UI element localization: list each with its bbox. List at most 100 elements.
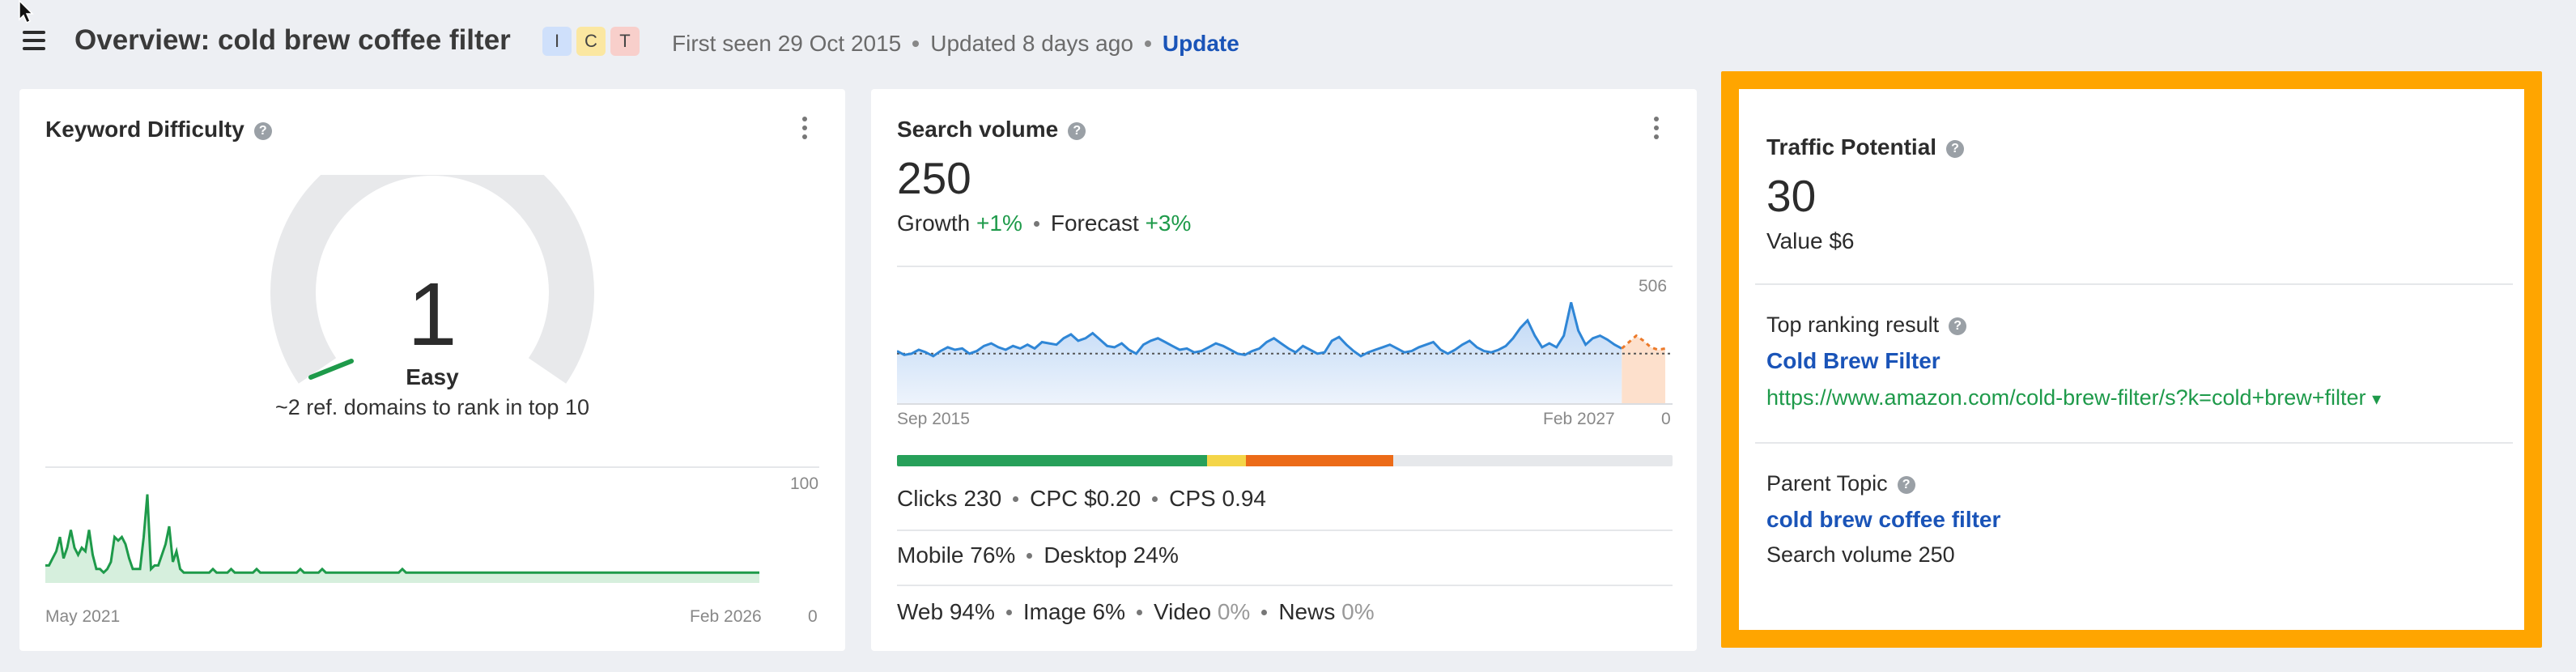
separator-dot [1144, 40, 1151, 47]
kd-history-chart [45, 494, 759, 583]
sv-forecast-area [1622, 335, 1666, 405]
growth-label: Growth [897, 211, 971, 236]
forecast-label: Forecast [1050, 211, 1139, 236]
search-volume-value: 250 [897, 153, 971, 203]
bar-segment-no-clicks [1393, 455, 1673, 466]
cps-text: CPS 0.94 [1169, 486, 1266, 511]
help-icon[interactable]: ? [1949, 317, 1967, 335]
parent-topic-volume: Search volume 250 [1766, 542, 1955, 567]
parent-topic-label: Parent Topic [1766, 471, 1888, 495]
clicks-row: Clicks 230 CPC $0.20 CPS 0.94 [897, 486, 1266, 512]
kebab-menu-icon[interactable] [1651, 117, 1661, 144]
separator-dot [1033, 221, 1039, 227]
separator-dot [1027, 553, 1033, 559]
first-seen-text: First seen 29 Oct 2015 [672, 31, 902, 56]
top-ranking-url-row[interactable]: https://www.amazon.com/cold-brew-filter/… [1766, 385, 2381, 410]
desktop-text: Desktop 24% [1044, 542, 1179, 568]
divider [45, 466, 819, 468]
top-ranking-label: Top ranking result [1766, 313, 1940, 337]
hamburger-menu-icon[interactable] [23, 31, 45, 50]
bar-segment-paid [1246, 455, 1394, 466]
card-title: Traffic Potential? [1766, 134, 1965, 160]
separator-dot [1136, 610, 1142, 615]
kd-line [45, 494, 759, 575]
intent-badge-commercial[interactable]: C [576, 27, 606, 56]
video-label: Video [1153, 599, 1212, 624]
caret-down-icon[interactable]: ▾ [2372, 389, 2382, 409]
clicks-text: Clicks 230 [897, 486, 1002, 511]
gauge-indicator [308, 359, 354, 380]
image-text: Image 6% [1022, 599, 1125, 624]
divider [897, 585, 1673, 586]
news-value: 0% [1341, 599, 1375, 624]
kd-area [45, 494, 759, 583]
divider [1755, 442, 2513, 444]
sv-chart-x-start: Sep 2015 [897, 410, 970, 428]
top-ranking-url-link[interactable]: https://www.amazon.com/cold-brew-filter/… [1766, 385, 2366, 410]
growth-forecast-row: Growth +1% Forecast +3% [897, 211, 1191, 236]
divider [897, 530, 1673, 531]
help-icon[interactable]: ? [253, 122, 272, 140]
intent-badges: I C T [542, 27, 640, 56]
kd-label: Easy [406, 364, 459, 389]
keyword-difficulty-card: Keyword Difficulty? 1 Easy ~2 ref. domai… [19, 89, 845, 651]
help-icon[interactable]: ? [1068, 122, 1086, 140]
mouse-cursor-icon [19, 0, 34, 24]
tp-title: Traffic Potential [1766, 134, 1937, 159]
traffic-potential-card: Traffic Potential? 30 Value $6 Top ranki… [1721, 71, 2542, 648]
mobile-text: Mobile 76% [897, 542, 1016, 568]
parent-topic-link[interactable]: cold brew coffee filter [1766, 507, 2001, 532]
keyword-meta: First seen 29 Oct 2015 Updated 8 days ago… [672, 31, 1239, 57]
kebab-menu-icon[interactable] [800, 117, 810, 144]
video-value: 0% [1217, 599, 1251, 624]
top-ranking-label-row: Top ranking result? [1766, 313, 1967, 338]
help-icon[interactable]: ? [1946, 140, 1965, 158]
card-title: Search volume? [897, 117, 1086, 142]
parent-topic-label-row: Parent Topic? [1766, 471, 1915, 496]
separator-dot [1152, 496, 1158, 502]
card-title: Keyword Difficulty? [45, 117, 272, 142]
separator-dot [1261, 610, 1268, 615]
kd-score: 1 [407, 265, 457, 364]
news-label: News [1278, 599, 1336, 624]
sv-title: Search volume [897, 117, 1059, 142]
traffic-value-text: Value $6 [1766, 228, 1855, 253]
separator-dot [912, 40, 920, 47]
update-link[interactable]: Update [1162, 31, 1239, 56]
updated-text: Updated 8 days ago [930, 31, 1133, 56]
web-text: Web 94% [897, 599, 995, 624]
bar-segment-organic [897, 455, 1208, 466]
sv-forecast-line [1621, 334, 1666, 351]
device-row: Mobile 76% Desktop 24% [897, 542, 1179, 568]
sv-history-area [897, 302, 1622, 405]
help-icon[interactable]: ? [1897, 476, 1915, 494]
search-volume-chart [897, 302, 1673, 405]
sv-chart-y-min: 0 [1661, 410, 1671, 428]
difficulty-gauge [270, 175, 594, 384]
search-volume-card: Search volume? 250 Growth +1% Forecast +3… [871, 89, 1697, 651]
page-header: Overview: cold brew coffee filter I C T … [0, 0, 2576, 89]
cpc-text: CPC $0.20 [1030, 486, 1141, 511]
kd-chart-x-start: May 2021 [45, 607, 121, 626]
divider [1755, 283, 2513, 285]
clicks-distribution-bar [897, 455, 1673, 466]
top-ranking-title-link[interactable]: Cold Brew Filter [1766, 348, 1941, 373]
page-title: Overview: cold brew coffee filter [74, 24, 511, 56]
separator-dot [1013, 496, 1019, 502]
intent-badge-informational[interactable]: I [542, 27, 572, 56]
kd-subtitle: ~2 ref. domains to rank in top 10 [275, 395, 589, 419]
kd-chart-y-min: 0 [808, 607, 818, 626]
growth-value: +1% [976, 211, 1022, 236]
divider [897, 266, 1673, 267]
traffic-potential-value: 30 [1766, 171, 1817, 221]
serp-type-row: Web 94% Image 6% Video 0% News 0% [897, 599, 1375, 625]
separator-dot [1005, 610, 1012, 615]
forecast-value: +3% [1145, 211, 1192, 236]
sv-history-line [897, 302, 1623, 358]
kd-chart-y-max: 100 [790, 474, 819, 493]
intent-badge-transactional[interactable]: T [610, 27, 640, 56]
kd-title: Keyword Difficulty [45, 117, 244, 142]
sv-chart-y-max: 506 [1639, 277, 1668, 296]
sv-chart-x-end: Feb 2027 [1543, 410, 1615, 428]
bar-segment-mixed [1207, 455, 1247, 466]
